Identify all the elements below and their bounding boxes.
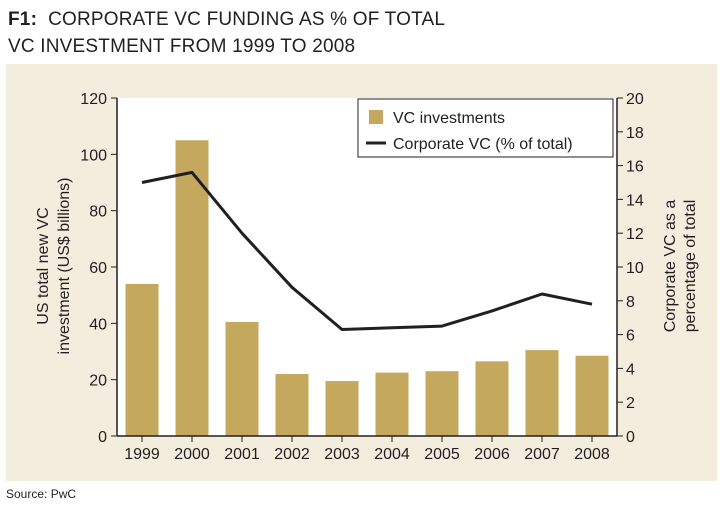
left-tick-label-60: 60 xyxy=(89,260,107,277)
left-tick-label-0: 0 xyxy=(98,429,107,446)
left-tick-label-40: 40 xyxy=(89,316,107,333)
right-tick-label-18: 18 xyxy=(626,125,644,142)
left-tick-label-80: 80 xyxy=(89,204,107,221)
right-tick-label-4: 4 xyxy=(626,361,635,378)
title-line-1-text: CORPORATE VC FUNDING AS % OF TOTAL xyxy=(48,9,446,30)
right-tick-label-14: 14 xyxy=(626,192,644,209)
line-series xyxy=(141,170,593,331)
right-tick-label-20: 20 xyxy=(626,91,644,108)
bar-2001 xyxy=(225,321,259,436)
chart-title: F1: CORPORATE VC FUNDING AS % OF TOTAL V… xyxy=(8,6,445,60)
legend-line-label: Corporate VC (% of total) xyxy=(393,136,573,153)
bar-2008 xyxy=(575,355,609,436)
right-tick-label-6: 6 xyxy=(626,328,635,345)
x-tick-label-2002: 2002 xyxy=(274,446,310,463)
bar-2007 xyxy=(525,350,559,436)
right-axis-ticks: 0 2 4 6 8 10 12 14 16 18 20 xyxy=(617,91,644,446)
left-tick-label-120: 120 xyxy=(80,91,107,108)
x-tick-label-2008: 2008 xyxy=(574,446,610,463)
right-tick-label-12: 12 xyxy=(626,226,644,243)
legend-box xyxy=(357,98,614,158)
left-axis-label-line-2: investment (US$ billions) xyxy=(56,178,73,355)
bar-series xyxy=(125,140,609,436)
x-tick-label-2001: 2001 xyxy=(224,446,260,463)
chart-title-line-2: VC INVESTMENT FROM 1999 TO 2008 xyxy=(8,36,356,57)
right-tick-label-16: 16 xyxy=(626,159,644,176)
bar-2006 xyxy=(475,361,509,436)
right-tick-label-0: 0 xyxy=(626,429,635,446)
figure-number: F1: xyxy=(8,9,38,30)
x-tick-label-2006: 2006 xyxy=(474,446,510,463)
left-axis-label-line-1: US total new VC xyxy=(35,207,52,324)
right-tick-label-10: 10 xyxy=(626,260,644,277)
x-tick-label-2005: 2005 xyxy=(424,446,460,463)
x-axis-ticks: 1999 2000 2001 2002 2003 2004 2005 2006 2007 2008 xyxy=(124,436,610,463)
chart-title-line-1: F1: CORPORATE VC FUNDING AS % OF TOTAL xyxy=(8,6,445,33)
x-tick-label-1999: 1999 xyxy=(124,446,160,463)
x-tick-label-2003: 2003 xyxy=(324,446,360,463)
legend-bar-label: VC investments xyxy=(393,110,505,127)
left-tick-label-100: 100 xyxy=(80,147,107,164)
left-tick-label-20: 20 xyxy=(89,373,107,390)
corporate-vc-line xyxy=(141,170,593,331)
bar-1999 xyxy=(125,283,159,436)
bar-2003 xyxy=(325,381,359,436)
bar-2000 xyxy=(175,140,209,436)
right-axis-label-line-1: Corporate VC as a xyxy=(662,200,679,333)
source-note: Source: PwC xyxy=(6,487,77,501)
right-tick-label-2: 2 xyxy=(626,395,635,412)
x-tick-label-2000: 2000 xyxy=(174,446,210,463)
x-tick-label-2004: 2004 xyxy=(374,446,410,463)
bar-2005 xyxy=(425,371,459,436)
bar-2004 xyxy=(375,372,409,436)
right-tick-label-8: 8 xyxy=(626,294,635,311)
bar-2002 xyxy=(275,374,309,436)
x-tick-label-2007: 2007 xyxy=(524,446,560,463)
left-axis-ticks: 0 20 40 60 80 100 120 xyxy=(80,91,117,446)
legend: VC investments Corporate VC (% of total) xyxy=(357,98,614,158)
legend-bar-swatch xyxy=(369,110,383,124)
right-axis-label-line-2: percentage of total xyxy=(682,200,699,333)
